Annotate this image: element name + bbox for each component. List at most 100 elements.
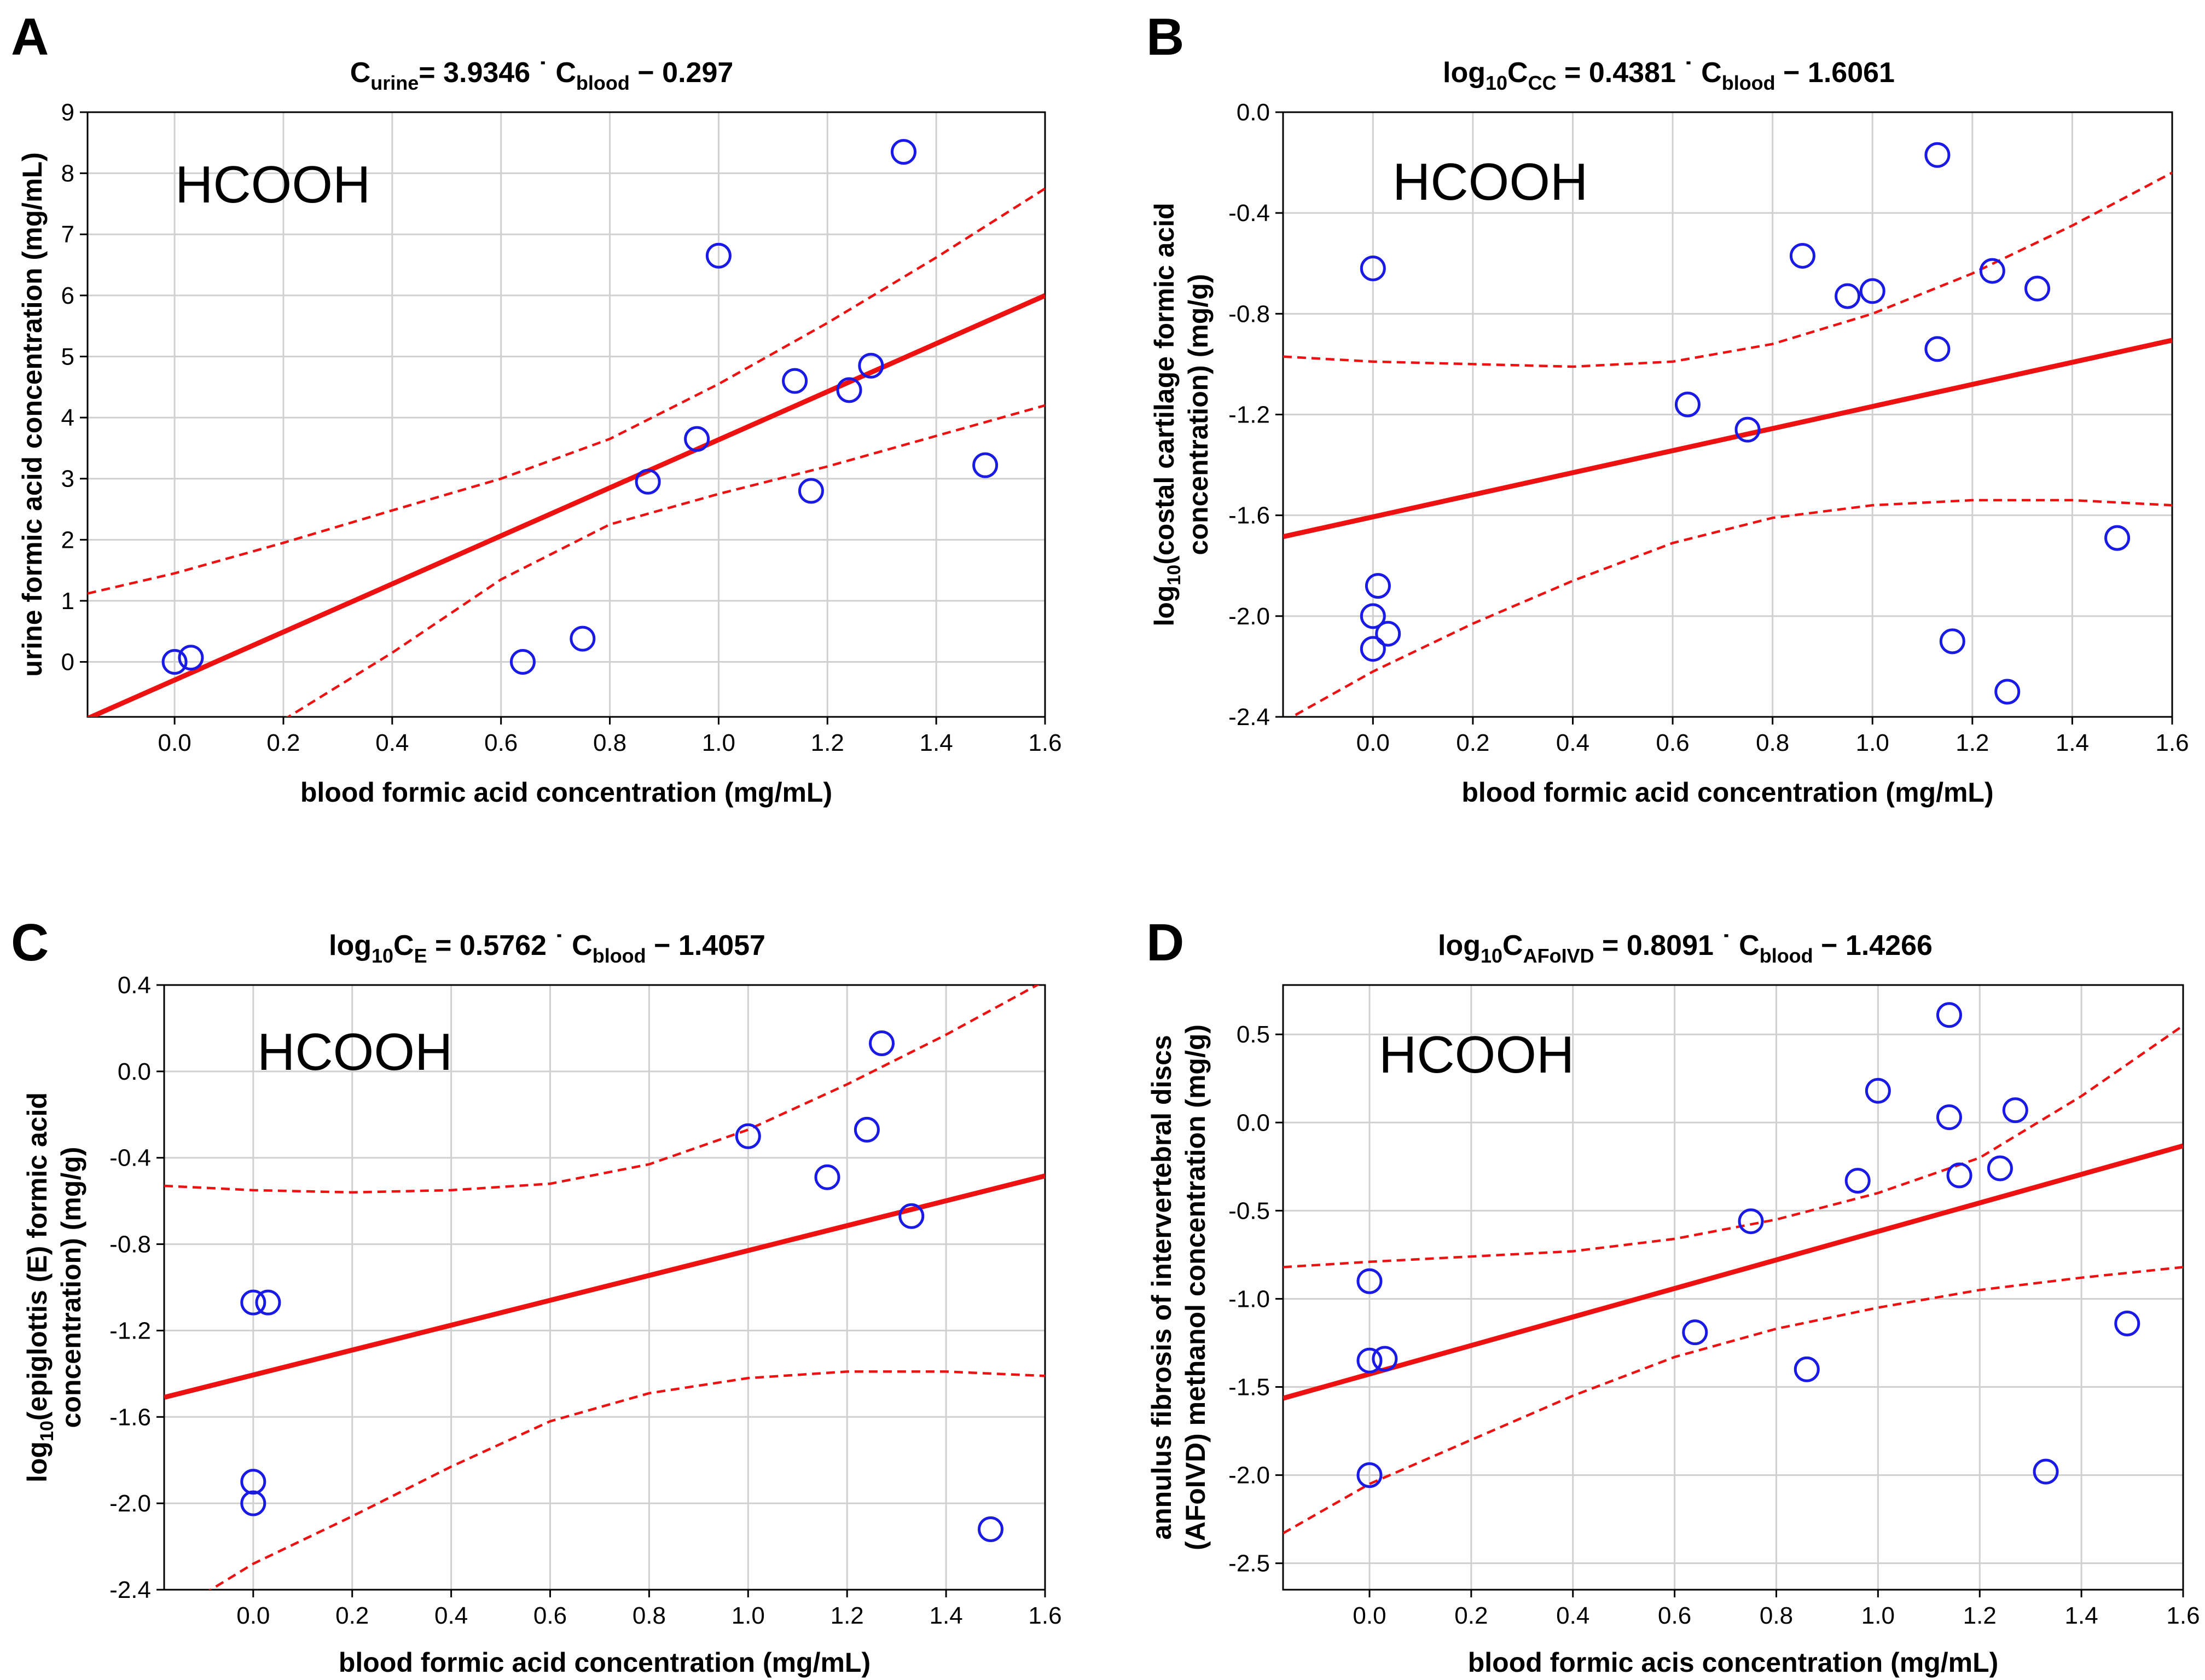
y-tick-label: 9 [61, 99, 74, 126]
data-point [854, 1116, 880, 1143]
data-point [509, 649, 536, 675]
compound-label: HCOOH [1392, 153, 1588, 211]
x-tick-label: 1.2 [831, 1602, 864, 1629]
x-axis-label: blood formic acis concentration (mg/mL) [1468, 1647, 1999, 1678]
data-point [240, 1490, 266, 1516]
data-point [1936, 1104, 1962, 1131]
data-point [1979, 258, 2005, 284]
ci-upper-line [164, 985, 1040, 1194]
x-tick-label: 0.0 [236, 1602, 270, 1629]
compound-label: HCOOH [257, 1023, 452, 1081]
x-tick-label: 1.6 [2166, 1602, 2200, 1629]
data-point [684, 426, 710, 452]
data-point [782, 368, 808, 394]
data-point [161, 649, 188, 675]
y-tick-label: -2.0 [1228, 603, 1270, 630]
data-point [735, 1123, 761, 1149]
y-tick-label: -1.2 [1228, 402, 1270, 428]
panel-b: 0.0 0.2 0.4 0.6 0.8 1.0 1.2 1.4 1.6 -2.4 -2.0 -1.6 -… [1146, 8, 2189, 808]
x-tick-label: 1.2 [811, 729, 844, 756]
panel-letter: A [11, 8, 49, 66]
ci-upper-line [1283, 1024, 2183, 1268]
y-axis-label: log10(epiglottis (E) formic acid concentr… [22, 1092, 86, 1482]
data-point [1738, 1208, 1764, 1235]
y-tick-label: -0.4 [1228, 200, 1270, 227]
x-tick-label: 0.0 [1356, 729, 1390, 756]
plot-area [1283, 1024, 2183, 1534]
regression-line [164, 1173, 1045, 1400]
regression-equation: log10CE = 0.5762 ˙ Cblood − 1.4057 [329, 930, 765, 967]
data-point [255, 1289, 281, 1316]
x-tick-label: 0.4 [375, 729, 409, 756]
data-point [1682, 1319, 1708, 1346]
data-point [869, 1030, 895, 1057]
x-tick-label: 1.6 [2155, 729, 2189, 756]
data-point [1835, 283, 1861, 309]
y-tick-label: 4 [61, 404, 74, 431]
x-tick-label: 1.2 [1963, 1602, 1997, 1629]
y-tick-label: -1.5 [1228, 1374, 1270, 1401]
y-tick-label: -2.0 [1228, 1462, 1270, 1489]
data-point [1936, 1002, 1962, 1028]
data-point [1674, 391, 1701, 418]
x-axis-label: blood formic acid concentration (mg/mL) [300, 777, 832, 808]
x-tick-label: 0.4 [1556, 729, 1589, 756]
panel-letter: D [1146, 913, 1184, 972]
x-tick-label: 0.4 [434, 1602, 468, 1629]
x-tick-label: 1.4 [2056, 729, 2089, 756]
regression-equation: Curine= 3.9346 ˙ Cblood − 0.297 [350, 57, 734, 94]
data-point [1360, 255, 1386, 281]
data-point [178, 645, 204, 671]
x-tick-label: 1.4 [2065, 1602, 2098, 1629]
x-tick-label: 0.6 [1656, 729, 1689, 756]
data-point [1375, 621, 1401, 647]
x-tick-label: 1.6 [1028, 1602, 1061, 1629]
plot-frame [1282, 984, 2184, 1591]
x-tick-label: 0.6 [533, 1602, 567, 1629]
data-point [1859, 278, 1885, 304]
y-tick-label: -1.0 [1228, 1285, 1270, 1312]
ci-lower-line [1289, 499, 2172, 717]
regression-equation: log10CAFoIVD = 0.8091 ˙ Cblood − 1.4266 [1438, 930, 1933, 967]
x-tick-label: 0.0 [1353, 1602, 1386, 1629]
data-point [972, 452, 999, 478]
compound-label: HCOOH [1379, 1026, 1574, 1084]
data-point [1356, 1347, 1383, 1374]
x-tick-label: 0.2 [1454, 1602, 1488, 1629]
ci-lower-line [208, 1370, 1045, 1590]
data-point [1865, 1077, 1891, 1104]
data-point [1844, 1168, 1871, 1194]
data-point [1360, 603, 1386, 629]
regression-line [1283, 338, 2172, 540]
data-point [890, 139, 916, 165]
plot-area [1283, 171, 2172, 717]
compound-label: HCOOH [175, 155, 370, 214]
y-tick-label: -0.8 [109, 1231, 151, 1258]
ci-upper-line [1283, 171, 2172, 368]
y-tick-label: -1.6 [1228, 502, 1270, 529]
plot-frame [86, 111, 1046, 718]
plot-area [88, 187, 1045, 717]
x-tick-label: 0.2 [1456, 729, 1489, 756]
x-tick-label: 0.8 [593, 729, 626, 756]
x-tick-label: 1.2 [1956, 729, 1989, 756]
y-axis-label: urine formic acid concentration (mg/mL) [17, 152, 48, 676]
x-tick-label: 0.2 [266, 729, 300, 756]
x-tick-label: 1.0 [1861, 1602, 1895, 1629]
x-tick-label: 0.0 [158, 729, 192, 756]
x-tick-label: 1.0 [732, 1602, 765, 1629]
y-tick-label: -2.4 [109, 1577, 151, 1603]
x-tick-label: 0.6 [484, 729, 518, 756]
data-point [798, 478, 824, 504]
y-tick-label: 5 [61, 343, 74, 370]
data-point [1356, 1462, 1383, 1488]
data-point [1356, 1268, 1383, 1294]
y-tick-label: 0.5 [1237, 1021, 1270, 1048]
y-tick-label: -1.2 [109, 1317, 151, 1344]
data-point [1734, 416, 1761, 443]
ci-upper-line [88, 187, 1045, 595]
data-point [1987, 1155, 2013, 1181]
data-point [635, 468, 661, 495]
data-point [836, 377, 862, 403]
x-axis-label: blood formic acid concentration (mg/mL) [339, 1647, 871, 1678]
